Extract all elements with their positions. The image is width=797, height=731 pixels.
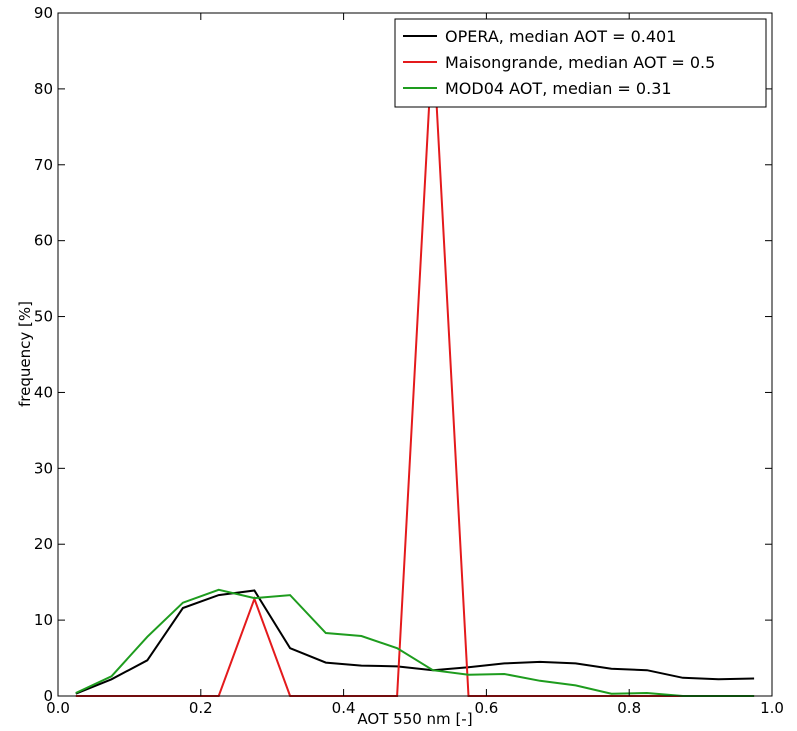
y-tick-label: 60 <box>34 232 53 250</box>
legend: OPERA, median AOT = 0.401 Maisongrande, m… <box>394 18 767 108</box>
legend-label-3: MOD04 AOT, median = 0.31 <box>445 79 672 98</box>
x-tick-label: 0.0 <box>46 699 70 717</box>
x-tick-label: 1.0 <box>760 699 784 717</box>
legend-label-2: Maisongrande, median AOT = 0.5 <box>445 53 715 72</box>
tick-layer: 0.0 0.2 0.4 0.6 0.8 1.0 0 10 20 30 40 50 60 70 80 90 <box>34 4 784 717</box>
legend-label-1: OPERA, median AOT = 0.401 <box>445 27 676 46</box>
y-tick-label: 30 <box>34 459 53 477</box>
y-tick-label: 0 <box>43 687 53 705</box>
y-tick-label: 50 <box>34 308 53 326</box>
x-tick-label: 0.6 <box>474 699 498 717</box>
series-line-1 <box>75 589 755 695</box>
series-line-3 <box>75 588 755 697</box>
legend-box <box>394 18 767 108</box>
legend-entries: OPERA, median AOT = 0.401 Maisongrande, m… <box>403 27 715 98</box>
y-tick-label: 20 <box>34 535 53 553</box>
x-axis-label: AOT 550 nm [-] <box>357 710 472 728</box>
y-tick-label: 10 <box>34 611 53 629</box>
plot-frame <box>57 12 773 697</box>
x-tick-label: 0.4 <box>332 699 356 717</box>
x-tick-label: 0.8 <box>617 699 641 717</box>
x-tick-label: 0.2 <box>189 699 213 717</box>
y-tick-label: 90 <box>34 4 53 22</box>
y-tick-label: 70 <box>34 156 53 174</box>
y-tick-label: 40 <box>34 383 53 401</box>
y-tick-label: 80 <box>34 80 53 98</box>
y-axis-label: frequency [%] <box>16 301 34 407</box>
